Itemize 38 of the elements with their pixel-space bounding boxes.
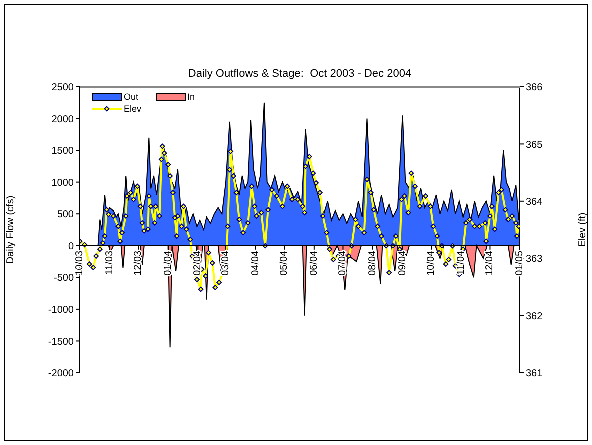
x-tick-label: 07/04 (338, 250, 349, 276)
x-tick-label: 11/03 (104, 250, 116, 276)
x-tick-label: 06/04 (308, 250, 320, 276)
x-tick-label: 11/04 (456, 250, 467, 276)
y2-tick-label: 366 (526, 82, 544, 94)
y-axis-title: Daily Flow (cfs) (6, 196, 17, 264)
x-tick-label: 10/03 (74, 250, 86, 276)
y-tick-label: -1500 (48, 336, 74, 348)
x-tick-label: 03/04 (220, 250, 232, 276)
y-tick-label: 1500 (52, 146, 74, 158)
y2-tick-label: 364 (526, 196, 544, 208)
y2-tick-label: 361 (526, 368, 544, 380)
y-tick-label: 2000 (52, 114, 74, 126)
legend-label: Elev (124, 104, 142, 114)
y-tick-label: 500 (57, 210, 74, 221)
y-tick-label: 1000 (52, 178, 74, 189)
y2-tick-label: 365 (526, 140, 544, 151)
x-tick-label: 10/04 (426, 250, 438, 276)
legend-label: Out (124, 92, 139, 102)
x-tick-label: 09/04 (397, 250, 408, 276)
x-tick-label: 05/04 (279, 250, 290, 276)
legend-label: In (188, 92, 196, 102)
y-tick-label: 2500 (52, 82, 74, 94)
chart-title: Daily Outflows & Stage: Oct 2003 - Dec 2004 (187, 68, 413, 80)
x-tick-label: 01/05 (514, 250, 526, 276)
y-tick-label: -1000 (48, 304, 74, 316)
x-tick-label: 04/04 (250, 250, 262, 276)
x-tick-label: 01/04 (162, 250, 174, 276)
x-tick-label: 12/03 (133, 250, 144, 276)
y2-tick-label: 363 (526, 254, 544, 266)
y2-axis-title: Elev (ft) (578, 212, 589, 248)
x-tick-label: 12/04 (484, 250, 496, 276)
x-tick-label: 08/04 (368, 250, 379, 276)
x-tick-label: 02/04 (192, 250, 204, 276)
y-tick-label: -500 (54, 273, 74, 284)
y-tick-label: 0 (68, 241, 74, 252)
y2-tick-label: 362 (526, 311, 544, 322)
y-tick-label: -2000 (48, 368, 74, 380)
